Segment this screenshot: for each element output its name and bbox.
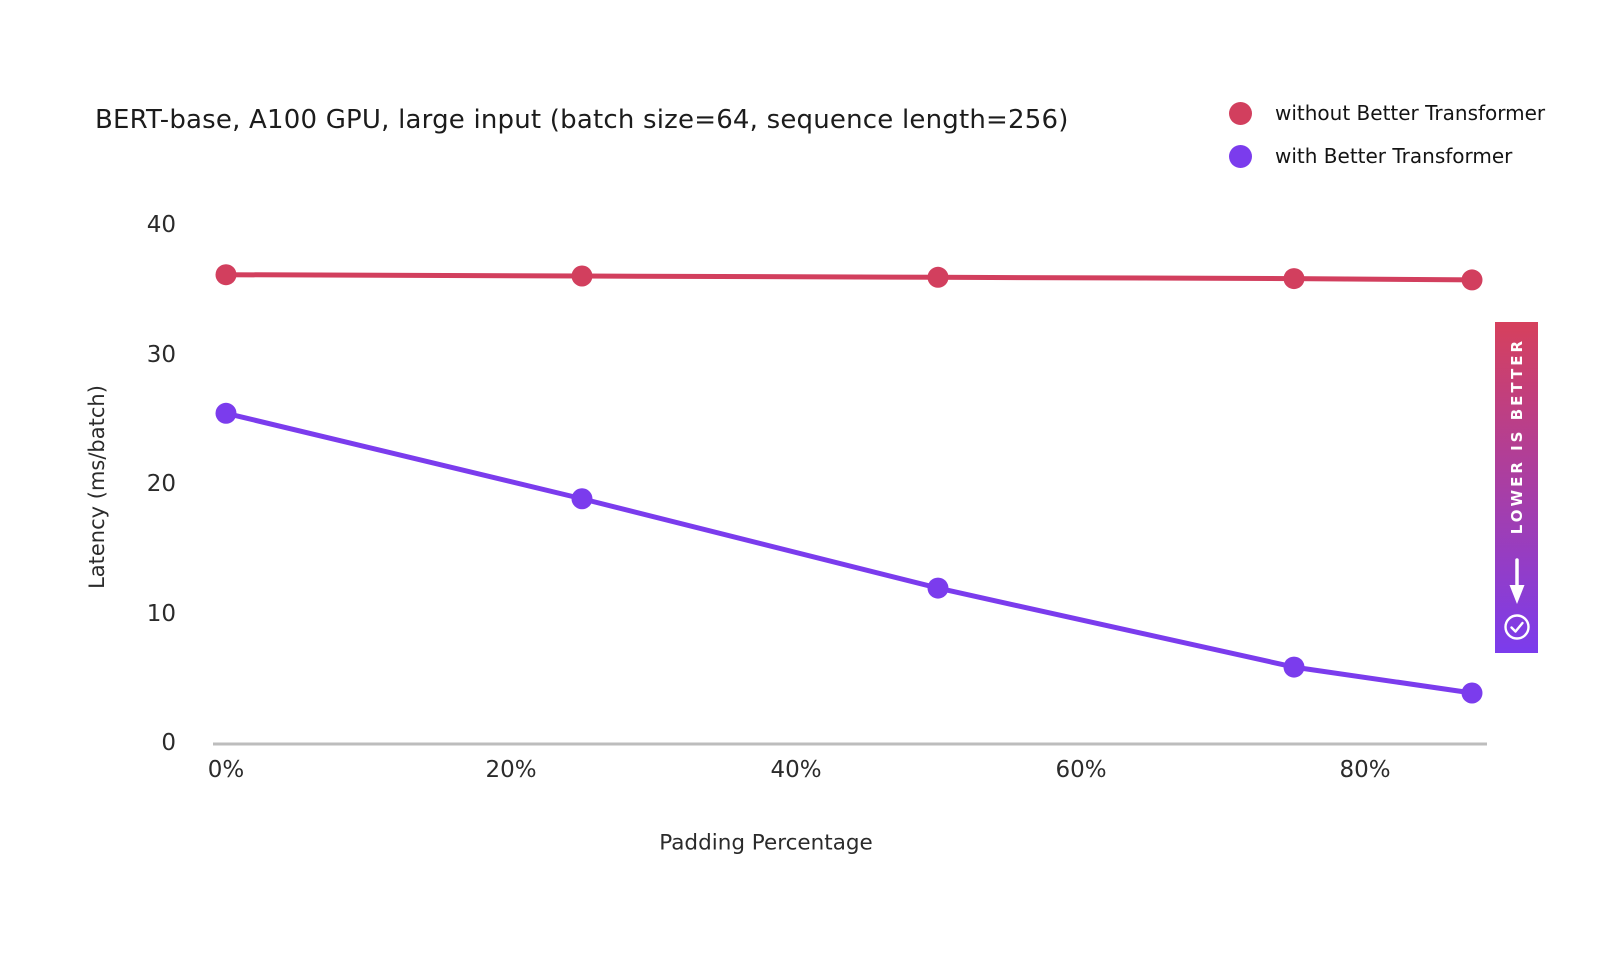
- x-axis-title: Padding Percentage: [659, 830, 873, 856]
- data-point: [571, 488, 593, 510]
- y-tick-40: 40: [146, 212, 176, 238]
- chart-title: BERT-base, A100 GPU, large input (batch …: [95, 105, 1069, 135]
- legend-marker-red-icon: [1229, 101, 1252, 125]
- data-point: [571, 265, 593, 287]
- y-tick-10: 10: [146, 601, 176, 627]
- x-tick-0: 0%: [207, 757, 245, 783]
- y-tick-20: 20: [146, 471, 176, 497]
- data-point: [1461, 269, 1483, 291]
- series-line-1: [223, 410, 1475, 696]
- x-tick-20: 20%: [485, 757, 537, 783]
- legend-label: with Better Transformer: [1275, 144, 1513, 168]
- data-point: [215, 264, 237, 286]
- check-circle-icon: [1503, 614, 1530, 640]
- lower-is-better-banner: LOWER IS BETTER: [1495, 322, 1538, 653]
- y-tick-30: 30: [146, 342, 176, 368]
- data-point: [1283, 268, 1305, 290]
- data-point: [927, 577, 949, 599]
- x-tick-80: 80%: [1339, 757, 1391, 783]
- data-point: [1461, 682, 1483, 704]
- x-tick-40: 40%: [770, 757, 822, 783]
- legend-marker-purple-icon: [1229, 144, 1252, 168]
- y-tick-0: 0: [161, 730, 176, 756]
- legend-item-with-better-transformer: with Better Transformer: [1229, 144, 1545, 168]
- data-point: [215, 402, 237, 424]
- legend: without Better Transformer with Better T…: [1229, 101, 1545, 168]
- legend-item-without-better-transformer: without Better Transformer: [1229, 101, 1545, 125]
- data-point: [1283, 656, 1305, 678]
- data-point: [927, 266, 949, 288]
- x-tick-60: 60%: [1055, 757, 1107, 783]
- banner-icons: [1503, 558, 1531, 641]
- legend-label: without Better Transformer: [1275, 101, 1546, 125]
- arrow-down-icon: [1509, 558, 1524, 604]
- banner-label: LOWER IS BETTER: [1507, 338, 1526, 535]
